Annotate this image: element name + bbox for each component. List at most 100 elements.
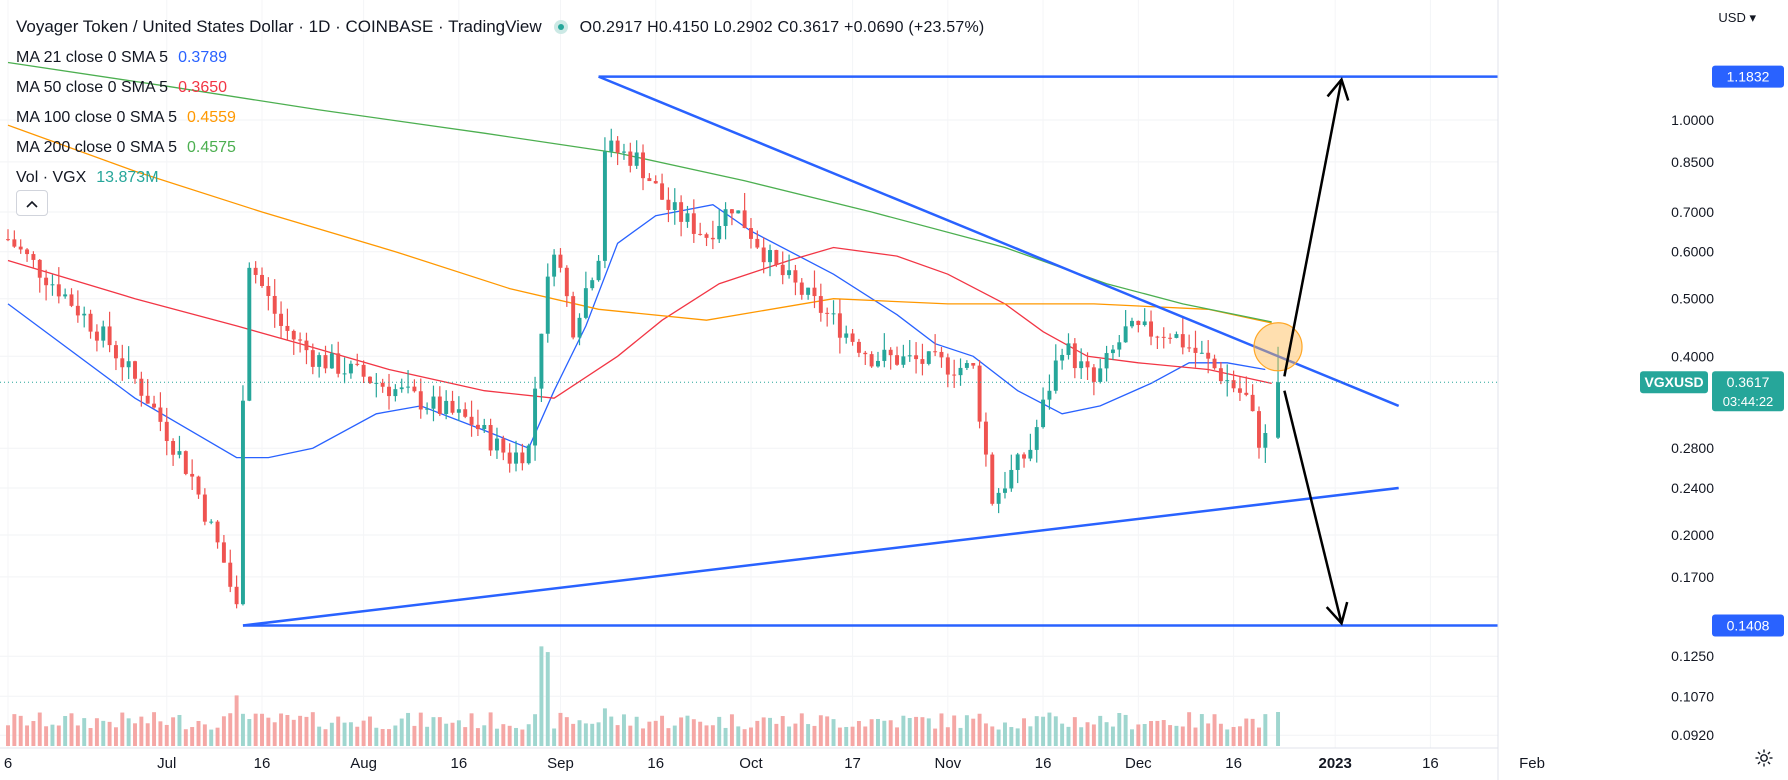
candle-body [742, 210, 747, 229]
legend-header: Voyager Token / United States Dollar · 1… [16, 12, 984, 43]
candle-body [107, 326, 112, 346]
candle-body [856, 341, 861, 353]
candle-body [685, 213, 690, 222]
candle-body [1155, 336, 1160, 338]
candle-body [317, 355, 322, 367]
collapse-legend-button[interactable] [16, 190, 48, 216]
legend-ma-50[interactable]: MA 50 close 0 SMA 5 0.3650 [16, 73, 984, 103]
volume-bar [1161, 720, 1166, 746]
volume-bar [526, 724, 531, 746]
indicator-label: MA 50 close 0 SMA 5 [16, 79, 169, 96]
candle-body [717, 225, 722, 240]
candle-body [501, 438, 506, 453]
candle-body [412, 386, 417, 392]
volume-bar [818, 715, 823, 746]
candle-body [1161, 336, 1166, 338]
x-tick-label: 6 [4, 755, 12, 772]
candle-body [291, 330, 296, 340]
y-tick-label: 0.2800 [1671, 440, 1714, 456]
candle-body [526, 445, 531, 464]
candle-body [1257, 411, 1261, 448]
candle-body [602, 151, 607, 261]
symbol-badge-text: VGXUSD [1644, 374, 1703, 390]
gear-icon[interactable] [1754, 748, 1774, 768]
candle-body [1072, 343, 1077, 369]
candle-body [749, 228, 753, 239]
candle-body [615, 140, 620, 153]
candle-body [761, 247, 766, 263]
candle-body [945, 357, 950, 375]
volume-bar [50, 724, 55, 746]
volume-bar [799, 713, 804, 746]
candle-body [75, 305, 80, 316]
volume-bar [1257, 727, 1261, 746]
volume-bar [787, 726, 792, 746]
candle-body [177, 451, 182, 455]
volume-bar [1009, 727, 1014, 746]
legend-volume[interactable]: Vol · VGX 13.873M [16, 163, 984, 193]
volume-bar [272, 722, 277, 746]
candle-body [628, 151, 633, 166]
volume-bar [514, 727, 518, 746]
volume-bar [475, 728, 480, 746]
volume-bar [44, 726, 49, 746]
drawings[interactable] [0, 75, 1498, 627]
candle-body [1066, 343, 1071, 355]
candle-body [183, 451, 188, 474]
volume-bar [596, 722, 601, 746]
volume-bar [704, 725, 709, 746]
candle-body [56, 284, 61, 297]
candle-body [571, 296, 576, 338]
candle-body [793, 270, 798, 283]
legend-ma-200[interactable]: MA 200 close 0 SMA 5 0.4575 [16, 133, 984, 163]
candle-body [577, 317, 582, 338]
candle-body [44, 277, 49, 286]
countdown-text: 03:44:22 [1723, 394, 1774, 409]
candle-body [774, 250, 779, 265]
volume-bar [1079, 727, 1084, 746]
candle-body [31, 254, 36, 260]
candle-body [260, 274, 264, 286]
volume-bar [247, 719, 252, 746]
volume-bar [1212, 714, 1217, 746]
candle-body [1003, 488, 1007, 493]
candle-body [298, 339, 303, 341]
candle-body [202, 494, 207, 522]
symbol-title[interactable]: Voyager Token / United States Dollar · 1… [16, 17, 542, 36]
candle-body [882, 349, 887, 361]
volume-bar [641, 728, 645, 746]
candle-body [812, 287, 817, 297]
legend-ma-21[interactable]: MA 21 close 0 SMA 5 0.3789 [16, 43, 984, 73]
volume-bar [850, 726, 855, 746]
volume-bar [25, 725, 30, 746]
volume-bar [622, 714, 626, 746]
candle-body [63, 294, 68, 297]
volume-bar [1041, 716, 1046, 746]
candle-body [780, 264, 785, 276]
volume-bar [107, 721, 112, 746]
candle-body [425, 408, 430, 410]
candle-body [18, 246, 23, 250]
candle-body [387, 386, 391, 397]
candle-body [1193, 347, 1198, 353]
candle-body [1180, 334, 1185, 348]
volume-bar [1110, 726, 1115, 746]
x-tick-label: 2023 [1319, 755, 1352, 772]
volume-bar [177, 714, 182, 746]
candle-body [145, 395, 150, 404]
volume-bar [101, 720, 106, 746]
candle-body [1098, 368, 1103, 382]
volume-bar [882, 720, 887, 746]
currency-label: USD [1718, 10, 1746, 25]
legend-ma-100[interactable]: MA 100 close 0 SMA 5 0.4559 [16, 103, 984, 133]
currency-selector[interactable]: USD ▾ [1718, 10, 1756, 26]
candle-body [450, 400, 455, 413]
candle-body [647, 178, 652, 182]
candle-body [393, 389, 398, 397]
candle-body [514, 452, 518, 464]
volume-bar [310, 712, 315, 746]
candle-body [641, 152, 645, 179]
volume-bar [164, 724, 169, 746]
